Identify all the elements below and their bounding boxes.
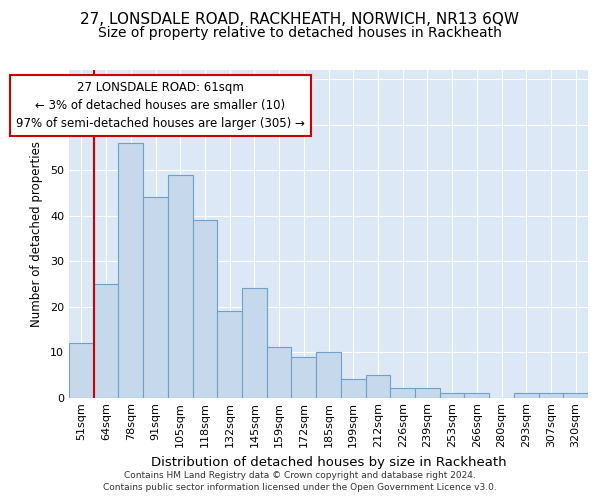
Bar [168, 174, 193, 398]
Bar [341, 380, 365, 398]
Bar [390, 388, 415, 398]
Bar [365, 375, 390, 398]
X-axis label: Distribution of detached houses by size in Rackheath: Distribution of detached houses by size … [151, 456, 506, 468]
Text: Size of property relative to detached houses in Rackheath: Size of property relative to detached ho… [98, 26, 502, 40]
Bar [316, 352, 341, 398]
Bar [267, 348, 292, 398]
Bar [415, 388, 440, 398]
Text: 27 LONSDALE ROAD: 61sqm
← 3% of detached houses are smaller (10)
97% of semi-det: 27 LONSDALE ROAD: 61sqm ← 3% of detached… [16, 82, 305, 130]
Bar [292, 356, 316, 398]
Bar [217, 311, 242, 398]
Bar [539, 393, 563, 398]
Bar [143, 198, 168, 398]
Bar [94, 284, 118, 398]
Text: Contains public sector information licensed under the Open Government Licence v3: Contains public sector information licen… [103, 484, 497, 492]
Y-axis label: Number of detached properties: Number of detached properties [30, 141, 43, 327]
Text: 27, LONSDALE ROAD, RACKHEATH, NORWICH, NR13 6QW: 27, LONSDALE ROAD, RACKHEATH, NORWICH, N… [80, 12, 520, 28]
Bar [440, 393, 464, 398]
Bar [193, 220, 217, 398]
Bar [118, 143, 143, 398]
Text: Contains HM Land Registry data © Crown copyright and database right 2024.: Contains HM Land Registry data © Crown c… [124, 471, 476, 480]
Bar [69, 343, 94, 398]
Bar [242, 288, 267, 398]
Bar [563, 393, 588, 398]
Bar [514, 393, 539, 398]
Bar [464, 393, 489, 398]
